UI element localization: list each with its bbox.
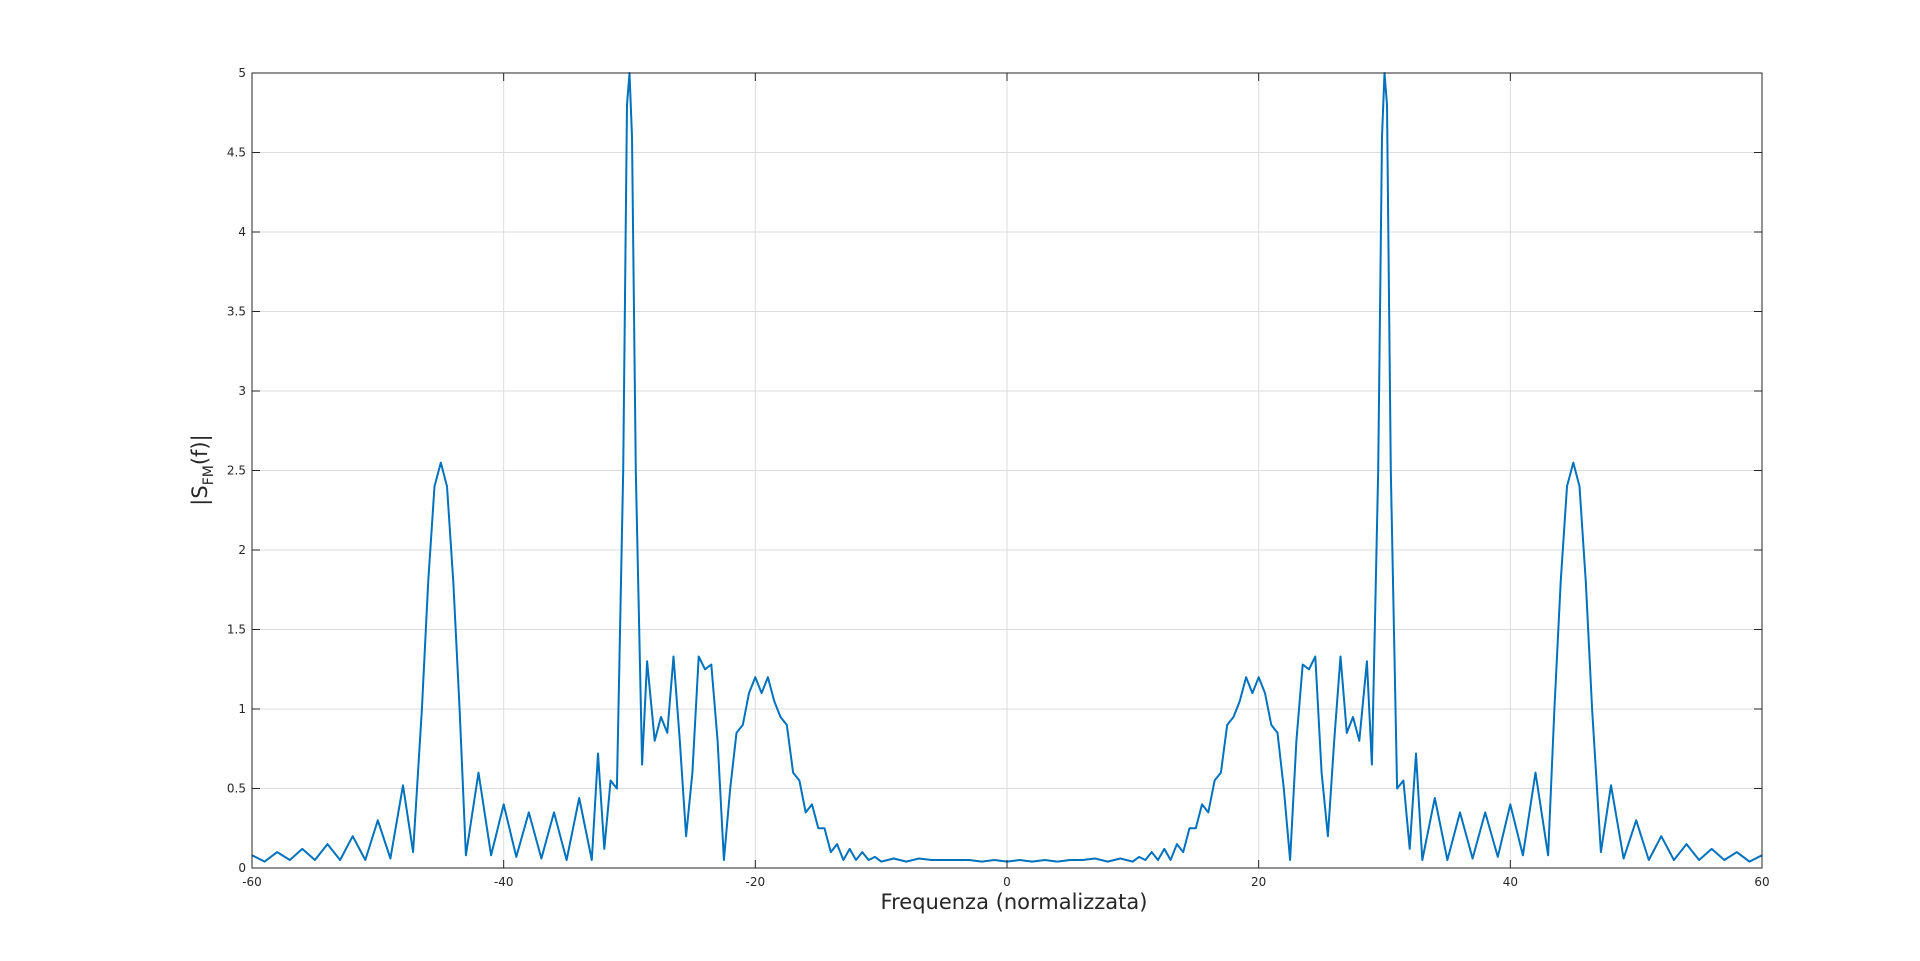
x-tick-label: 60: [1754, 875, 1769, 889]
y-tick-label: 0: [238, 861, 246, 875]
y-tick-label: 1.5: [227, 623, 246, 637]
y-tick-label: 4: [238, 225, 246, 239]
x-tick-label: -20: [746, 875, 766, 889]
y-tick-label: 4.5: [227, 146, 246, 160]
y-tick-label: 3.5: [227, 305, 246, 319]
y-axis-label: |SFM(f)|: [188, 434, 217, 505]
x-tick-label: 40: [1503, 875, 1518, 889]
y-tick-label: 2: [238, 543, 246, 557]
y-tick-label: 0.5: [227, 782, 246, 796]
x-tick-label: -40: [494, 875, 514, 889]
x-tick-label: -60: [242, 875, 262, 889]
y-tick-label: 1: [238, 702, 246, 716]
x-tick-label: 20: [1251, 875, 1266, 889]
x-axis-label: Frequenza (normalizzata): [881, 890, 1148, 914]
y-tick-label: 3: [238, 384, 246, 398]
y-tick-label: 5: [238, 66, 246, 80]
y-tick-label: 2.5: [227, 464, 246, 478]
x-tick-label: 0: [1003, 875, 1011, 889]
plot-area: -60 -40 -20 0 20 40 60 0 0.5 1 1.5 2 2.5 3 3.5 4 4.5 5: [227, 66, 1770, 889]
